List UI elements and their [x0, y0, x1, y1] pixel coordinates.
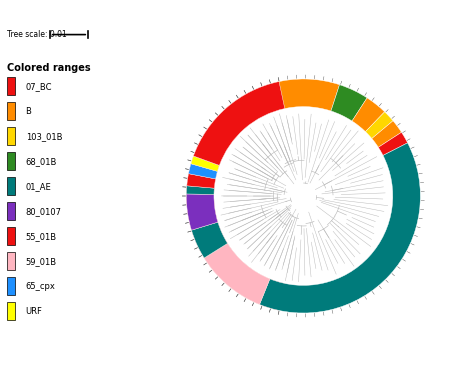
Wedge shape — [378, 132, 408, 155]
FancyBboxPatch shape — [7, 127, 15, 145]
Wedge shape — [372, 121, 401, 147]
Text: 01_AE: 01_AE — [26, 182, 51, 191]
Text: Tree scale: 0.01: Tree scale: 0.01 — [7, 30, 67, 38]
Text: 68_01B: 68_01B — [26, 157, 57, 166]
Wedge shape — [187, 174, 216, 188]
Wedge shape — [204, 243, 270, 305]
Wedge shape — [193, 82, 285, 165]
Text: 55_01B: 55_01B — [26, 232, 57, 241]
FancyBboxPatch shape — [7, 177, 15, 195]
Wedge shape — [191, 156, 219, 171]
Text: B: B — [26, 107, 31, 116]
Wedge shape — [273, 79, 339, 111]
Text: 80_0107: 80_0107 — [26, 207, 62, 216]
Text: 07_BC: 07_BC — [26, 82, 52, 91]
Text: 59_01B: 59_01B — [26, 257, 57, 266]
Text: URF: URF — [26, 307, 43, 316]
FancyBboxPatch shape — [7, 202, 15, 220]
FancyBboxPatch shape — [7, 277, 15, 295]
FancyBboxPatch shape — [7, 252, 15, 270]
Wedge shape — [186, 83, 285, 310]
Text: 103_01B: 103_01B — [26, 132, 62, 141]
Wedge shape — [331, 85, 367, 121]
FancyBboxPatch shape — [7, 227, 15, 245]
Wedge shape — [352, 98, 384, 132]
Wedge shape — [260, 143, 420, 313]
FancyBboxPatch shape — [7, 302, 15, 320]
Text: 65_cpx: 65_cpx — [26, 282, 55, 290]
Wedge shape — [186, 194, 218, 230]
FancyBboxPatch shape — [7, 152, 15, 171]
Wedge shape — [365, 112, 393, 138]
Wedge shape — [191, 222, 228, 258]
FancyBboxPatch shape — [7, 77, 15, 95]
Circle shape — [215, 107, 392, 285]
Wedge shape — [186, 186, 214, 194]
Wedge shape — [189, 164, 218, 179]
Text: Colored ranges: Colored ranges — [7, 63, 91, 73]
FancyBboxPatch shape — [7, 102, 15, 120]
